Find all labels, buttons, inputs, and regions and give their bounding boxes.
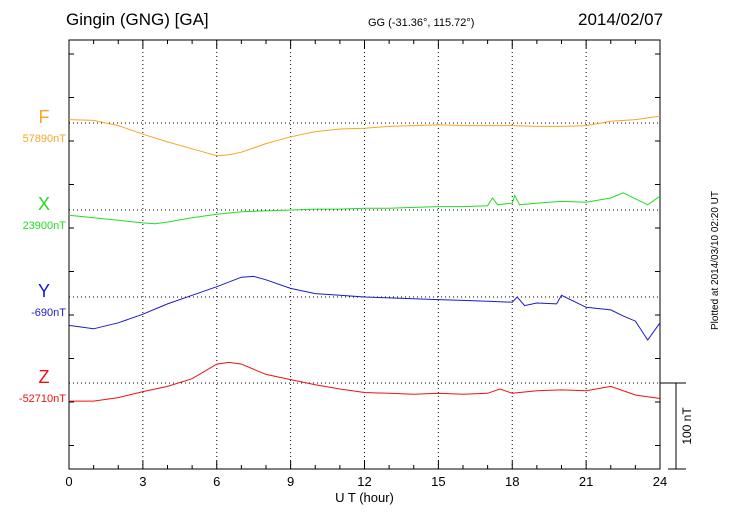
- x-tick-label: 3: [139, 474, 146, 489]
- component-baseline-y: -690nT: [31, 307, 66, 319]
- scale-bar-label: 100 nT: [680, 407, 694, 445]
- series-line-x: [68, 192, 661, 225]
- series-line-z: [69, 361, 661, 402]
- x-tick-label: 24: [653, 474, 667, 489]
- x-tick-label: 9: [287, 474, 294, 489]
- component-label-y: Y: [38, 281, 50, 301]
- plot-date: 2014/02/07: [578, 10, 664, 29]
- component-label-x: X: [38, 194, 50, 214]
- station-title: Gingin (GNG) [GA]: [66, 10, 209, 29]
- x-tick-label: 18: [505, 474, 519, 489]
- component-label-f: F: [39, 107, 50, 127]
- plotted-timestamp: Plotted at 2014/03/10 02:20 UT: [710, 191, 721, 330]
- series-line-y: [68, 275, 661, 341]
- series-line-f: [68, 115, 661, 157]
- component-label-z: Z: [39, 367, 50, 387]
- x-tick-label: 0: [65, 474, 72, 489]
- x-tick-label: 12: [357, 474, 371, 489]
- component-baseline-x: 23900nT: [23, 220, 67, 232]
- x-tick-label: 15: [431, 474, 445, 489]
- x-axis-label: U T (hour): [335, 490, 394, 505]
- x-tick-label: 21: [579, 474, 593, 489]
- component-baseline-f: 57890nT: [23, 133, 67, 145]
- x-tick-label: 6: [213, 474, 220, 489]
- component-baseline-z: -52710nT: [19, 393, 66, 405]
- station-coordinates: GG (-31.36°, 115.72°): [368, 17, 475, 29]
